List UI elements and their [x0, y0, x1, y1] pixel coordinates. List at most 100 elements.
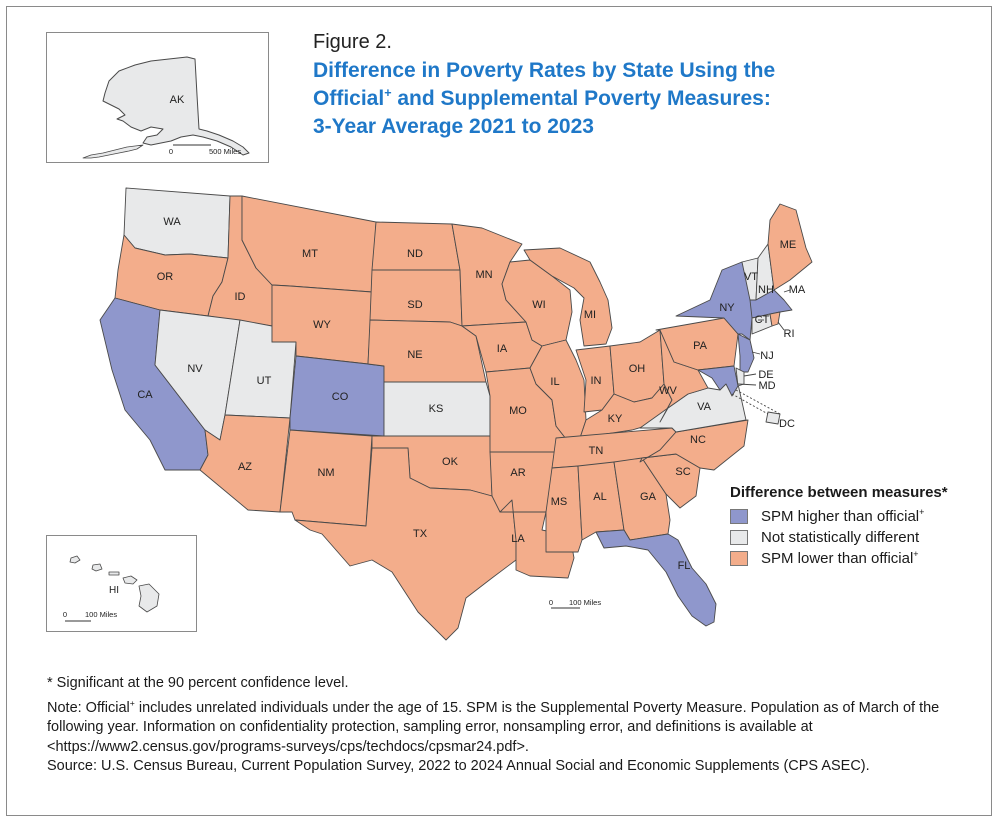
state-label-WA: WA [163, 216, 181, 228]
state-label-GA: GA [640, 491, 657, 503]
state-label-ME: ME [780, 239, 797, 251]
state-label-MN: MN [475, 269, 492, 281]
state-label-OH: OH [629, 363, 646, 375]
legend-item-lower: SPM lower than official+ [730, 548, 948, 569]
state-DC [765, 411, 781, 425]
state-HI-oahu [91, 563, 103, 572]
state-FL [595, 529, 717, 627]
significance-note: * Significant at the 90 percent confiden… [47, 675, 349, 691]
state-HI-maui [122, 575, 138, 585]
state-RI [769, 311, 781, 327]
legend-swatch-lower [730, 551, 748, 566]
state-label-NH: NH [758, 284, 774, 296]
state-label-WV: WV [659, 385, 677, 397]
state-LA [499, 499, 575, 579]
state-label-MA: MA [789, 284, 806, 296]
legend-swatch-higher [730, 509, 748, 524]
state-MI [523, 247, 613, 347]
state-label-CO: CO [332, 391, 349, 403]
callout-md [737, 383, 757, 386]
state-label-MO: MO [509, 405, 527, 417]
state-label-ND: ND [407, 248, 423, 260]
title-line-3: 3-Year Average 2021 to 2023 [313, 115, 594, 138]
state-label-DE: DE [758, 369, 773, 381]
scale-label-hi: 100 Miles [85, 610, 117, 619]
alaska-inset: AK 0 500 Miles [46, 32, 269, 163]
state-label-MT: MT [302, 248, 318, 260]
state-ME [767, 203, 813, 291]
legend-swatch-not-different [730, 530, 748, 545]
state-label-MD: MD [758, 380, 775, 392]
state-AZ [199, 414, 291, 513]
state-label-NY: NY [719, 302, 735, 314]
state-label-AR: AR [510, 467, 525, 479]
state-label-ID: ID [235, 291, 246, 303]
state-label-RI: RI [784, 328, 795, 340]
state-label-AZ: AZ [238, 461, 252, 473]
state-label-UT: UT [257, 375, 272, 387]
state-label-AL: AL [593, 491, 606, 503]
state-label-LA: LA [511, 533, 525, 545]
state-label-NM: NM [317, 467, 334, 479]
state-AK-islands [82, 144, 144, 159]
state-label-PA: PA [693, 340, 708, 352]
scale-zero-main: 0 [549, 598, 553, 607]
state-label-DC: DC [779, 418, 795, 430]
scale-label-ak: 500 Miles [209, 147, 241, 156]
main-scale-bar: 0 100 Miles [549, 598, 601, 609]
state-label-IL: IL [550, 376, 559, 388]
state-label-AK: AK [170, 94, 185, 106]
scale-zero-hi: 0 [63, 610, 67, 619]
state-label-NJ: NJ [760, 350, 773, 362]
notes: * Significant at the 90 percent confiden… [47, 674, 977, 777]
state-MS [545, 465, 583, 553]
state-NJ [737, 333, 755, 373]
state-label-OK: OK [442, 456, 459, 468]
state-label-OR: OR [157, 271, 174, 283]
title-line-1: Difference in Poverty Rates by State Usi… [313, 59, 776, 82]
legend-title: Difference between measures* [730, 484, 948, 501]
state-label-TN: TN [589, 445, 604, 457]
state-label-NC: NC [690, 434, 706, 446]
state-label-NE: NE [407, 349, 422, 361]
figure-title: Difference in Poverty Rates by State Usi… [313, 57, 913, 141]
state-labels: WA OR CA ID NV UT AZ MT WY CO NM ND SD N… [137, 216, 806, 572]
legend-label-not-different: Not statistically different [761, 529, 920, 546]
state-label-NV: NV [187, 363, 203, 375]
callout-de [743, 373, 757, 377]
scale-zero-ak: 0 [169, 147, 173, 156]
note-text: Note: Official+ includes unrelated indiv… [47, 697, 940, 755]
scale-label-main: 100 Miles [569, 598, 601, 607]
state-HI-kauai [69, 555, 81, 564]
state-label-SC: SC [675, 466, 690, 478]
state-label-IN: IN [591, 375, 602, 387]
state-SD [369, 269, 463, 327]
state-HI-molokai [108, 571, 120, 576]
state-label-MI: MI [584, 309, 596, 321]
state-shapes [99, 187, 813, 641]
source-text: Source: U.S. Census Bureau, Current Popu… [47, 758, 870, 774]
state-label-HI: HI [109, 585, 119, 596]
state-label-IA: IA [497, 343, 508, 355]
title-dagger: + [384, 86, 392, 100]
legend-item-not-different: Not statistically different [730, 527, 948, 548]
title-official: Official [313, 87, 385, 110]
figure-label: Figure 2. [313, 31, 392, 53]
callout-ma [783, 289, 791, 293]
hawaii-inset: HI 0 100 Miles [46, 535, 197, 632]
state-label-VT: VT [744, 271, 758, 283]
state-label-TX: TX [413, 528, 428, 540]
state-HI [69, 555, 160, 613]
state-label-FL: FL [678, 560, 691, 572]
state-label-CA: CA [137, 389, 153, 401]
title-line-2: Official+ and Supplemental Poverty Measu… [313, 85, 913, 113]
callout-lines [731, 289, 791, 415]
title-rest: and Supplemental Poverty Measures: [391, 87, 771, 110]
state-ND [371, 221, 461, 271]
state-MD [697, 365, 739, 397]
state-label-VA: VA [697, 401, 712, 413]
state-label-SD: SD [407, 299, 422, 311]
state-TX [294, 447, 517, 641]
state-HI-big-island [138, 583, 160, 613]
